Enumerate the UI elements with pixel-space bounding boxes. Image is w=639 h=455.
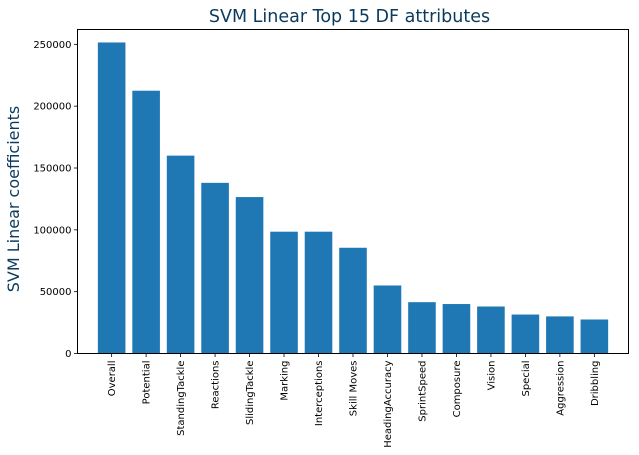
plot-frame [77, 29, 629, 354]
bar-vision [477, 306, 505, 354]
y-axis-label: SVM Linear coefficients [4, 106, 23, 293]
bar-reactions [201, 182, 229, 354]
bar-interceptions [304, 231, 333, 354]
x-axis-ticks: Overall Potential StandingTackle Reactions S… [107, 353, 601, 448]
y-tick-label: 100000 [33, 225, 71, 236]
x-tick-label: Interceptions [314, 361, 325, 427]
x-tick-label: Composure [452, 361, 463, 418]
y-tick-label: 0 [65, 349, 71, 360]
x-tick-label: Vision [486, 361, 497, 391]
x-tick-label: HeadingAccuracy [383, 360, 394, 447]
x-tick-label: SprintSpeed [417, 361, 428, 422]
y-tick-label: 50000 [40, 287, 72, 298]
x-tick-label: SlidingTackle [245, 361, 256, 426]
chart-title: SVM Linear Top 15 DF attributes [209, 7, 490, 27]
x-tick-label: Skill Moves [349, 361, 360, 417]
bar-aggression [546, 316, 574, 354]
x-tick-label: Aggression [555, 361, 566, 416]
y-tick-label: 200000 [33, 102, 71, 113]
bars-group [97, 42, 609, 354]
x-tick-label: Potential [142, 361, 153, 405]
y-axis-ticks: 0 50000 100000 150000 200000 250000 [33, 40, 78, 360]
bar-potential [132, 90, 160, 354]
y-tick-label: 250000 [33, 40, 71, 51]
bar-sprintspeed [408, 302, 436, 354]
bar-skill-moves [339, 247, 367, 354]
bar-special [511, 314, 540, 354]
x-tick-label: StandingTackle [176, 361, 187, 436]
bar-marking [270, 231, 298, 354]
x-tick-label: Overall [107, 361, 118, 397]
bar-composure [442, 304, 471, 354]
x-tick-label: Dribbling [590, 361, 601, 407]
bar-headingaccuracy [373, 285, 402, 354]
bar-dribbling [580, 319, 609, 354]
bar-overall [97, 42, 126, 354]
x-tick-label: Reactions [211, 361, 222, 410]
x-tick-label: Special [521, 361, 532, 397]
x-tick-label: Marking [280, 361, 291, 401]
bar-standingtackle [166, 155, 195, 354]
bar-slidingtackle [235, 197, 264, 354]
y-tick-label: 150000 [33, 164, 71, 175]
